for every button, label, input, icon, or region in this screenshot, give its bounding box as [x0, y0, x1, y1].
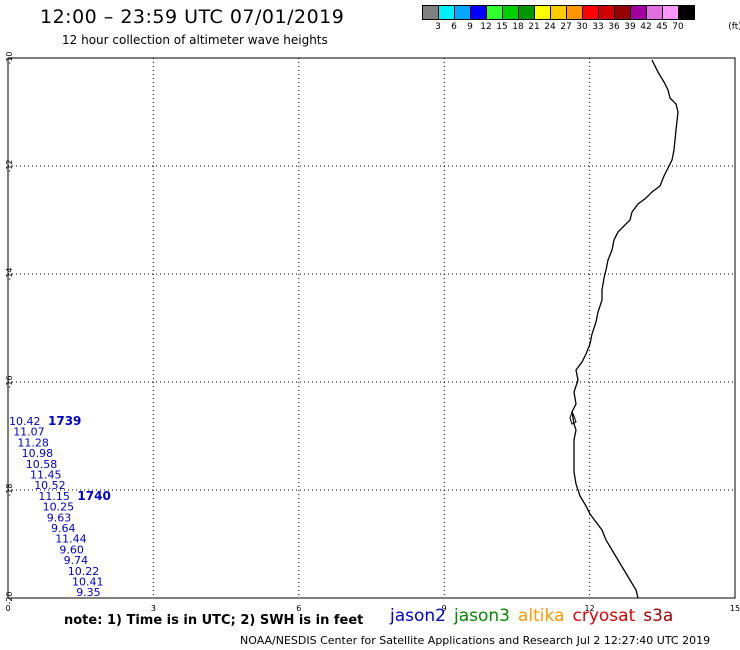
legend-swatches	[422, 5, 740, 20]
legend-label: 27	[560, 22, 572, 32]
legend-label: 21	[528, 22, 540, 32]
x-tick-label: 12	[585, 604, 595, 613]
legend-label: 70	[672, 22, 684, 32]
map-subtitle: 12 hour collection of altimeter wave hei…	[62, 33, 328, 47]
legend-label: 30	[576, 22, 588, 32]
legend-label: 18	[512, 22, 524, 32]
legend-label: 15	[496, 22, 508, 32]
x-tick-label: 3	[151, 604, 156, 613]
wave-height-value: 11.28	[17, 436, 49, 449]
legend-label: 39	[624, 22, 636, 32]
y-tick-label: -20	[5, 591, 14, 604]
x-tick-label: 9	[442, 604, 447, 613]
map-title: 12:00 – 23:59 UTC 07/01/2019	[40, 6, 345, 28]
wave-height-value: 9.64	[51, 522, 76, 535]
x-tick-label: 15	[730, 604, 740, 613]
legend-label: 45	[656, 22, 668, 32]
wave-height-values: 10.4211.0711.2810.9810.5811.4510.5211.15…	[9, 414, 111, 599]
wave-height-value: 9.60	[59, 543, 84, 556]
satellite-jason2: jason2	[390, 606, 446, 626]
wave-height-value: 10.22	[68, 565, 100, 578]
legend-label: 9	[467, 22, 473, 32]
wave-height-value: 11.07	[13, 426, 45, 439]
coastline-inlet	[569, 410, 577, 425]
y-tick-label: -16	[5, 375, 14, 388]
wave-height-value: 11.44	[55, 533, 86, 546]
wave-height-value: 10.25	[43, 501, 75, 514]
map-frame	[7, 57, 736, 599]
legend-swatch	[678, 5, 695, 20]
grid-lines	[8, 58, 735, 598]
legend-unit: (ft)	[728, 22, 740, 32]
legend-label: 12	[480, 22, 492, 32]
pass-time-label: 1739	[48, 414, 81, 428]
footnote: note: 1) Time is in UTC; 2) SWH is in fe…	[64, 613, 364, 628]
satellite-jason3: jason3	[454, 606, 510, 626]
satellite-s3a: s3a	[643, 606, 674, 626]
x-tick-label: 0	[5, 604, 10, 613]
wave-height-value: 10.52	[34, 479, 65, 492]
wave-height-value: 10.58	[26, 458, 58, 471]
y-tick-label: -14	[5, 267, 14, 280]
legend-label: 33	[592, 22, 604, 32]
legend-label: 3	[435, 22, 441, 32]
legend-label: 24	[544, 22, 556, 32]
wave-height-value: 11.45	[30, 469, 62, 482]
coastline	[571, 59, 679, 599]
wave-height-value: 9.63	[47, 511, 72, 524]
wave-height-value: 11.15	[38, 490, 70, 503]
legend-label: 42	[640, 22, 652, 32]
wave-height-value: 9.74	[64, 554, 89, 567]
satellite-altika: altika	[518, 606, 565, 626]
wave-height-value: 10.42	[9, 415, 41, 428]
y-tick-label: -10	[5, 51, 14, 64]
satellite-cryosat: cryosat	[572, 606, 636, 626]
pass-time-label: 1740	[77, 489, 110, 503]
credit-line: NOAA/NESDIS Center for Satellite Applica…	[240, 634, 711, 647]
legend-label: 36	[608, 22, 620, 32]
wave-height-value: 10.98	[22, 447, 53, 460]
tick-labels: 0 3 6 9 12 15 -10 -12 -14 -16 -18 -20	[5, 51, 740, 613]
legend-label: 6	[451, 22, 457, 32]
x-tick-label: 6	[296, 604, 301, 613]
wave-height-value: 10.41	[72, 576, 104, 589]
satellite-legend: jason2 jason3 altika cryosat s3a	[390, 606, 681, 626]
wave-height-value: 9.35	[76, 586, 101, 599]
y-tick-label: -18	[5, 483, 14, 496]
y-tick-label: -12	[5, 159, 14, 172]
